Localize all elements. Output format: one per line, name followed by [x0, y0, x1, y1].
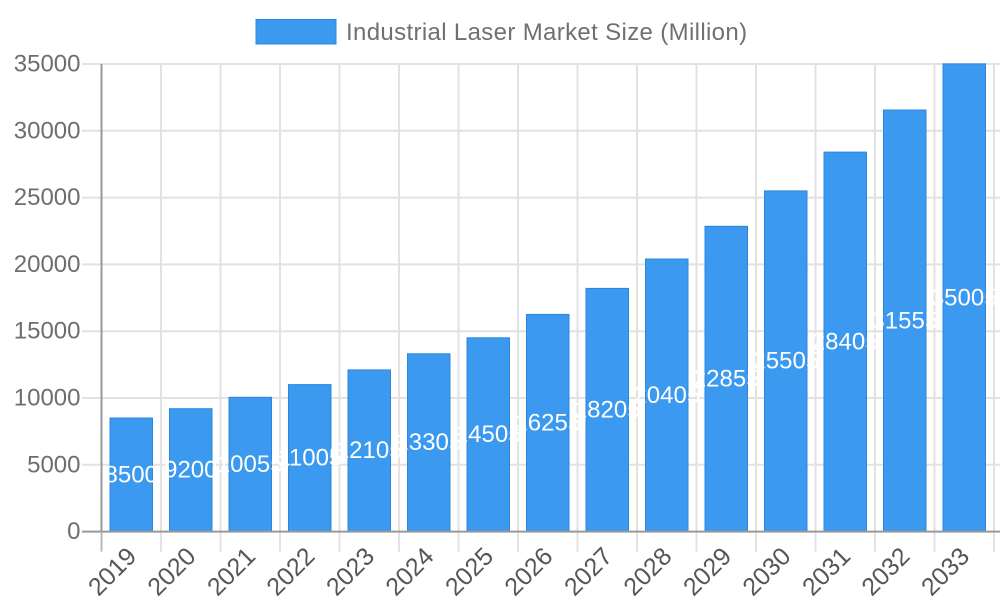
- svg-text:14505: 14505: [455, 421, 522, 448]
- svg-text:22855: 22855: [693, 365, 760, 392]
- svg-text:16255: 16255: [514, 410, 581, 437]
- svg-text:11005: 11005: [277, 445, 342, 472]
- svg-text:10000: 10000: [14, 385, 81, 412]
- svg-text:15000: 15000: [14, 318, 81, 345]
- svg-text:25505: 25505: [752, 348, 819, 375]
- svg-text:10055: 10055: [217, 451, 284, 478]
- svg-text:28405: 28405: [812, 328, 879, 355]
- svg-text:Industrial Laser Market Size (: Industrial Laser Market Size (Million): [346, 19, 747, 46]
- svg-text:12105: 12105: [336, 437, 403, 464]
- svg-text:13305: 13305: [395, 429, 462, 456]
- svg-text:0: 0: [67, 518, 80, 545]
- svg-text:25000: 25000: [14, 184, 81, 211]
- svg-text:20000: 20000: [14, 251, 81, 278]
- svg-text:35005: 35005: [931, 284, 998, 311]
- svg-text:8500: 8500: [105, 461, 158, 488]
- svg-text:30000: 30000: [14, 117, 81, 144]
- svg-text:9200: 9200: [164, 457, 217, 484]
- svg-text:35000: 35000: [14, 51, 81, 78]
- svg-text:5000: 5000: [27, 451, 80, 478]
- svg-text:18205: 18205: [574, 397, 641, 424]
- svg-text:31555: 31555: [871, 307, 938, 334]
- svg-text:20405: 20405: [633, 382, 700, 409]
